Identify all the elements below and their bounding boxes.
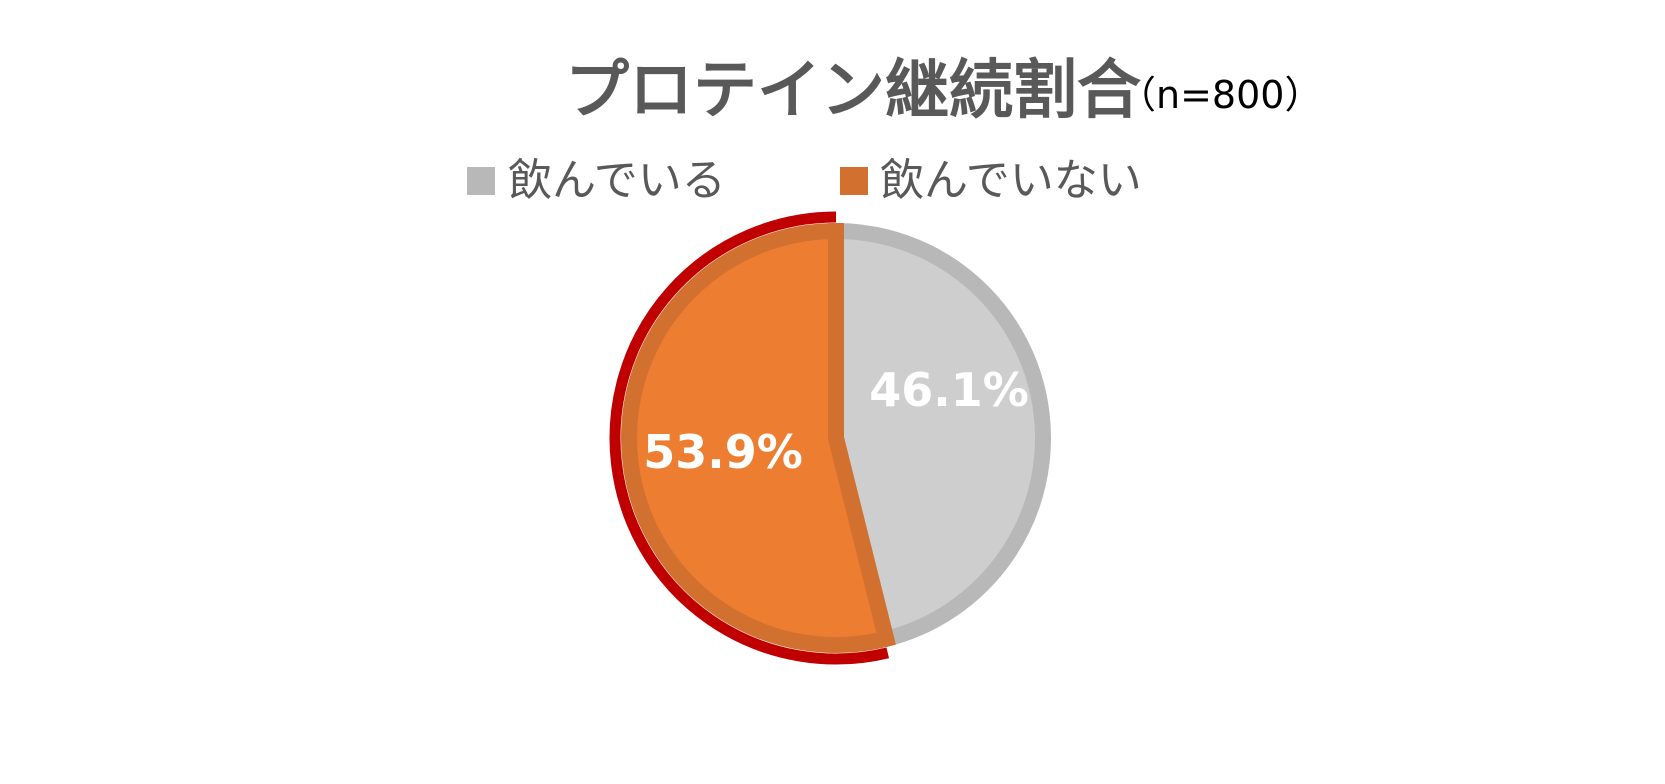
legend: 飲んでいる 飲んでいない bbox=[467, 155, 1142, 206]
legend-swatch-not-drinking bbox=[840, 167, 868, 195]
data-label-not-drinking: 53.9% bbox=[643, 425, 803, 479]
legend-label-not-drinking: 飲んでいない bbox=[880, 155, 1142, 206]
highlight-outline bbox=[609, 211, 890, 665]
data-label-drinking: 46.1% bbox=[869, 363, 1029, 417]
legend-label-drinking: 飲んでいる bbox=[508, 155, 726, 206]
legend-swatch-drinking bbox=[467, 167, 495, 195]
pie-slice-drinking bbox=[828, 222, 1051, 649]
pie-data-labels: 46.1% 53.9% bbox=[643, 363, 1029, 479]
chart-subtitle: （n=800） bbox=[1118, 73, 1322, 117]
pie-slice-not-drinking bbox=[621, 222, 896, 653]
chart-title: プロテイン継続割合 bbox=[565, 54, 1141, 128]
pie-slices bbox=[609, 211, 1051, 665]
